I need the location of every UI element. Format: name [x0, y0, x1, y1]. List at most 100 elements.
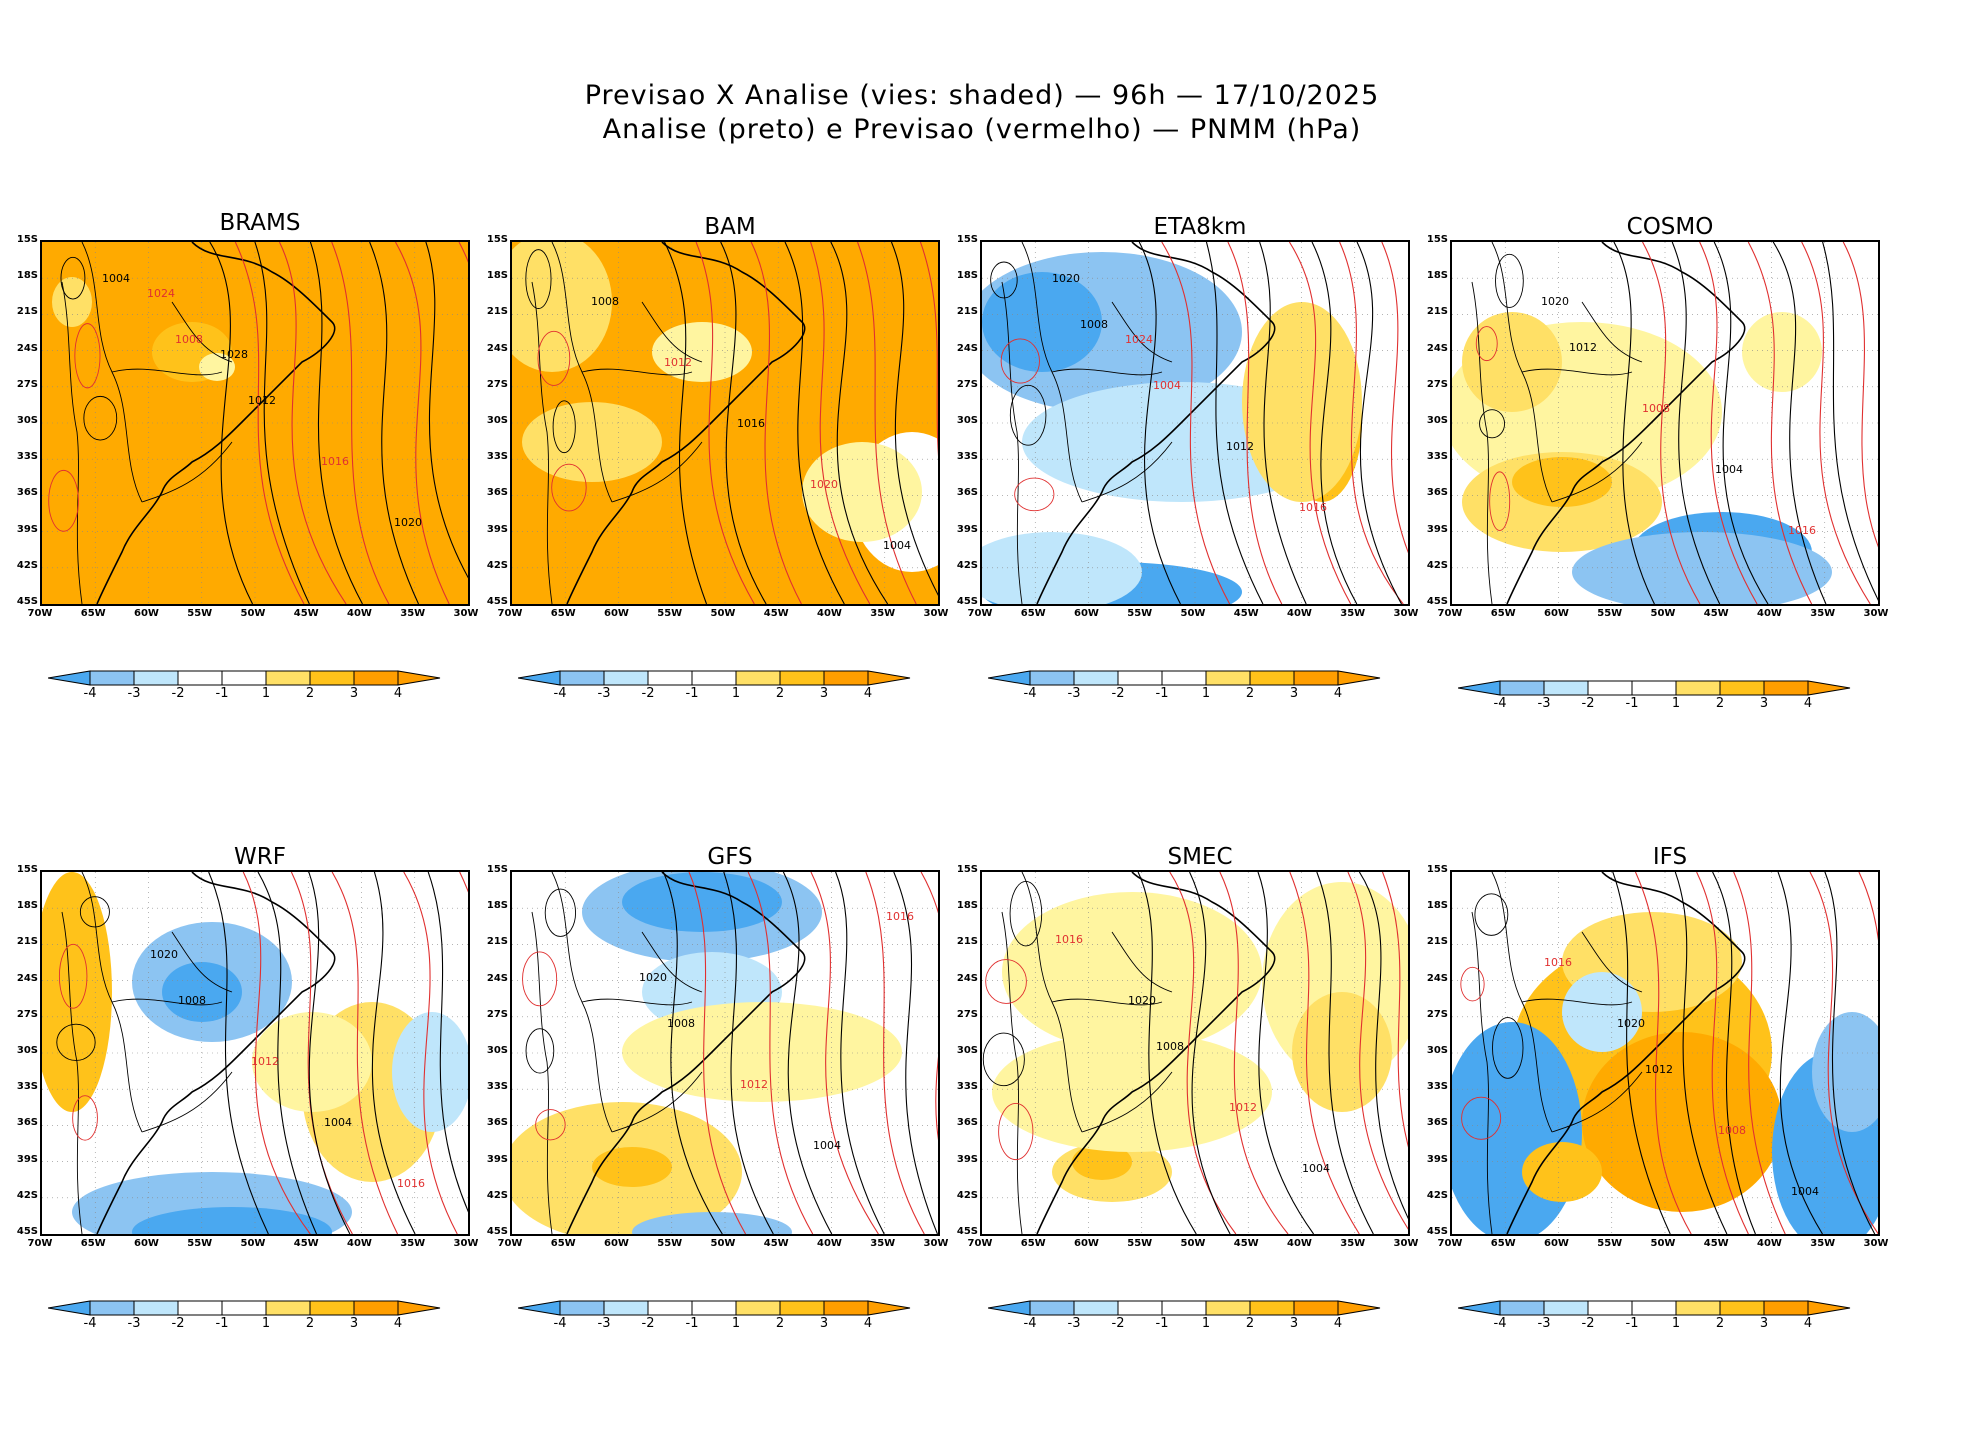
lat-tick-label: 33S	[486, 1081, 508, 1093]
lat-tick-label: 21S	[956, 936, 978, 948]
colorbar-segment	[177, 670, 223, 686]
forecast-isobar	[1227, 242, 1283, 604]
bias-region	[512, 242, 612, 372]
lat-tick-label: 15S	[486, 234, 508, 245]
colorbar-segment	[1161, 1300, 1207, 1316]
lat-tick-label: 21S	[956, 306, 978, 318]
colorbar-segment	[1719, 680, 1765, 696]
lat-tick-label: 15S	[16, 864, 38, 875]
isobar-label: 1020	[394, 516, 422, 529]
colorbar-label: 1	[1201, 1316, 1211, 1331]
lat-tick-label: 30S	[486, 415, 508, 426]
bias-map: 1008 1012 1004 1016 1020	[980, 870, 1410, 1236]
map-panel-ifs: IFS 1012 1008 1004 1016 1020 15S 18S 21S 24S 27S 30…	[1410, 844, 1889, 1390]
lat-tick-label: 15S	[1426, 234, 1448, 245]
panel-title: IFS	[1652, 844, 1688, 870]
colorbar-segment	[647, 670, 693, 686]
analysis-isobar	[1612, 872, 1671, 1234]
colorbar-segment	[221, 1300, 267, 1316]
lat-tick-label: 27S	[486, 378, 508, 390]
border-line	[1081, 441, 1173, 503]
lon-tick-label: 45W	[293, 1238, 319, 1249]
forecast-isobar	[1288, 242, 1352, 604]
closed-isobar	[79, 896, 110, 928]
forecast-isobar	[403, 872, 458, 1234]
closed-isobar	[83, 395, 118, 441]
lon-tick-label: 55W	[187, 1238, 213, 1249]
closed-isobar	[1479, 409, 1506, 439]
forecast-isobar	[234, 242, 305, 604]
lat-tick-label: 45S	[1426, 1226, 1448, 1237]
lon-tick-label: 50W	[710, 1238, 736, 1249]
analysis-isobar	[1712, 872, 1756, 1234]
lat-tick-label: 36S	[956, 487, 978, 499]
colorbar	[1457, 680, 1878, 700]
colorbar-arrow-right	[1807, 680, 1851, 696]
isobar-label: 1004	[1153, 379, 1181, 392]
panel-title: ETA8km	[1153, 214, 1247, 240]
colorbar-segment	[1587, 680, 1633, 696]
isobar-label: 1008	[667, 1017, 695, 1030]
colorbar-label: -4	[553, 686, 567, 701]
colorbar-segment	[1719, 1300, 1765, 1316]
bias-map: 1012 1008 1004 1016 1020	[1450, 870, 1880, 1236]
analysis-isobar	[1358, 872, 1408, 1219]
lon-tick-label: 65W	[1020, 1238, 1046, 1249]
analysis-isobar	[890, 242, 938, 596]
colorbar-segment	[1073, 670, 1119, 686]
closed-isobar	[551, 463, 587, 512]
lat-tick-label: 39S	[956, 523, 978, 535]
lon-tick-label: 60W	[134, 1238, 159, 1249]
colorbar-label: -4	[83, 1316, 97, 1331]
analysis-isobar	[371, 872, 416, 1234]
lon-tick-label: 65W	[80, 608, 106, 619]
lon-tick-label: 70W	[27, 1238, 53, 1249]
colorbar-segment	[735, 670, 781, 686]
lat-tick-label: 39S	[16, 523, 38, 535]
closed-isobar	[535, 1109, 566, 1141]
forecast-isobar	[750, 242, 802, 604]
lat-tick-label: 45S	[1426, 596, 1448, 607]
border-line	[641, 931, 703, 993]
analysis-isobar	[427, 872, 468, 1213]
map-canvas: 1012 1008 1004 1016 1020	[1452, 872, 1878, 1234]
bias-region	[1512, 457, 1612, 507]
closed-isobar	[1000, 338, 1040, 384]
colorbar-label: -4	[83, 686, 97, 701]
analysis-isobar	[257, 872, 318, 1234]
analysis-isobar	[1311, 242, 1358, 604]
analysis-isobar	[1824, 872, 1876, 1234]
isobar-label: 1004	[1302, 1162, 1330, 1175]
lat-tick-label: 39S	[956, 1153, 978, 1165]
colorbar-segment	[603, 670, 649, 686]
lat-tick-label: 36S	[486, 1117, 508, 1129]
bias-region	[1812, 1012, 1878, 1132]
analysis-isobar	[1137, 872, 1197, 1234]
lat-tick-label: 45S	[486, 1226, 508, 1237]
lat-tick-label: 42S	[486, 1189, 508, 1201]
bias-region	[1742, 312, 1822, 392]
forecast-isobar	[919, 242, 938, 457]
map-canvas: 1008 1012 1004 1016 1020	[42, 872, 468, 1234]
lon-tick-label: 50W	[1180, 608, 1206, 619]
colorbar-segment	[177, 1300, 223, 1316]
forecast-isobar	[810, 872, 879, 1234]
lat-tick-label: 15S	[486, 864, 508, 875]
lon-tick-label: 30W	[453, 1238, 479, 1249]
coastline	[96, 242, 336, 604]
colorbar-label: -2	[1581, 696, 1595, 711]
lon-tick-label: 40W	[1757, 608, 1782, 619]
colorbar	[517, 670, 938, 690]
isobar-label: 1020	[150, 948, 178, 961]
lat-tick-label: 21S	[1426, 306, 1448, 318]
isobar-label: 1016	[886, 910, 914, 923]
coastline	[1036, 872, 1276, 1234]
colorbar-segment	[353, 670, 399, 686]
analysis-isobar	[784, 242, 845, 604]
colorbar-segment	[89, 1300, 135, 1316]
lon-tick-label: 55W	[1127, 1238, 1153, 1249]
lat-tick-label: 36S	[956, 1117, 978, 1129]
lat-tick-label: 24S	[486, 342, 508, 354]
colorbar-label: -1	[1155, 1316, 1169, 1331]
forecast-isobar	[331, 872, 399, 1234]
